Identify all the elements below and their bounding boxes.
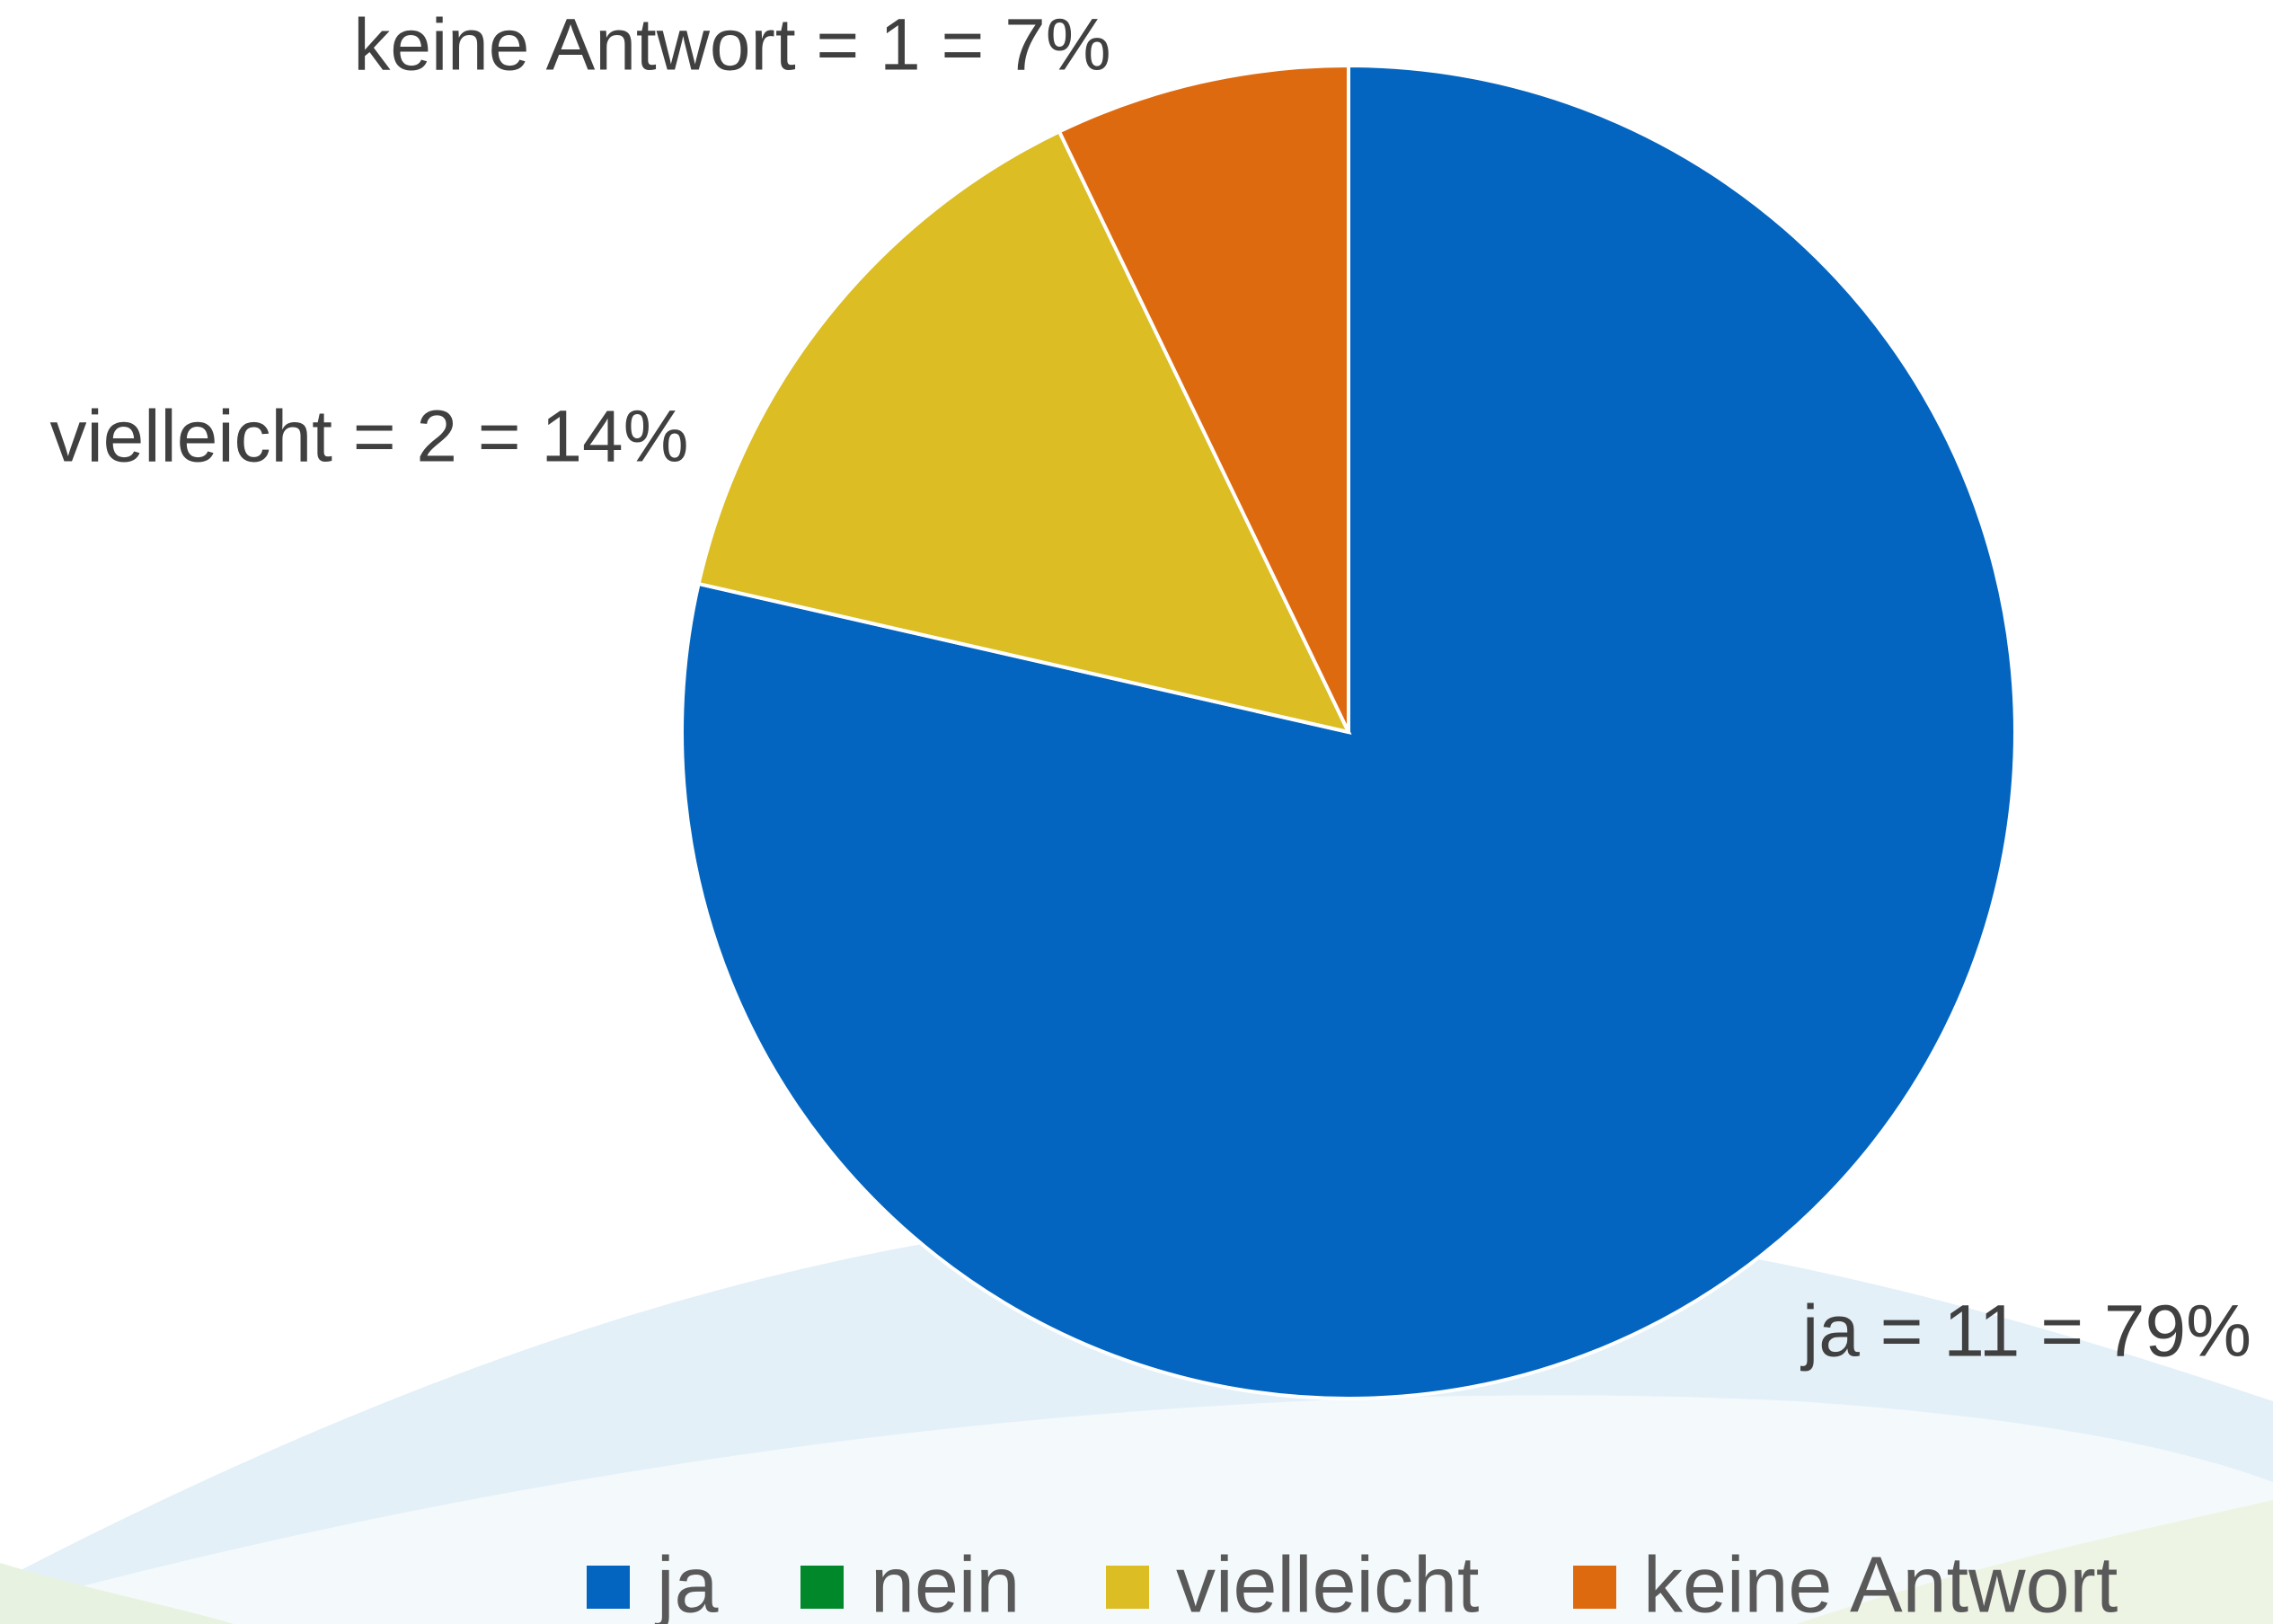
data-label: keine Antwort = 1 = 7% (353, 4, 1110, 86)
pie-slice (1057, 63, 1350, 733)
pie-slice (696, 128, 1352, 735)
legend-swatch (800, 1566, 844, 1609)
background-wave (1797, 1500, 2273, 1624)
legend: ja nein vielleicht keine Antwort (587, 1540, 2118, 1624)
legend-label: vielleicht (1176, 1540, 1479, 1624)
legend-swatch (1573, 1566, 1616, 1609)
background-wave (0, 1395, 2273, 1624)
background-wave (0, 1563, 234, 1624)
legend-swatch (587, 1566, 630, 1609)
legend-label: nein (871, 1540, 1020, 1624)
legend-label: keine Antwort (1643, 1540, 2118, 1624)
pie (680, 63, 2017, 1400)
legend-swatch (1106, 1566, 1149, 1609)
data-labels: ja = 11 = 79% vielleicht = 2 = 14% keine A… (49, 4, 2251, 1372)
data-label: ja = 11 = 79% (1800, 1291, 2251, 1372)
legend-label: ja (654, 1540, 719, 1624)
data-label: vielleicht = 2 = 14% (49, 396, 688, 478)
